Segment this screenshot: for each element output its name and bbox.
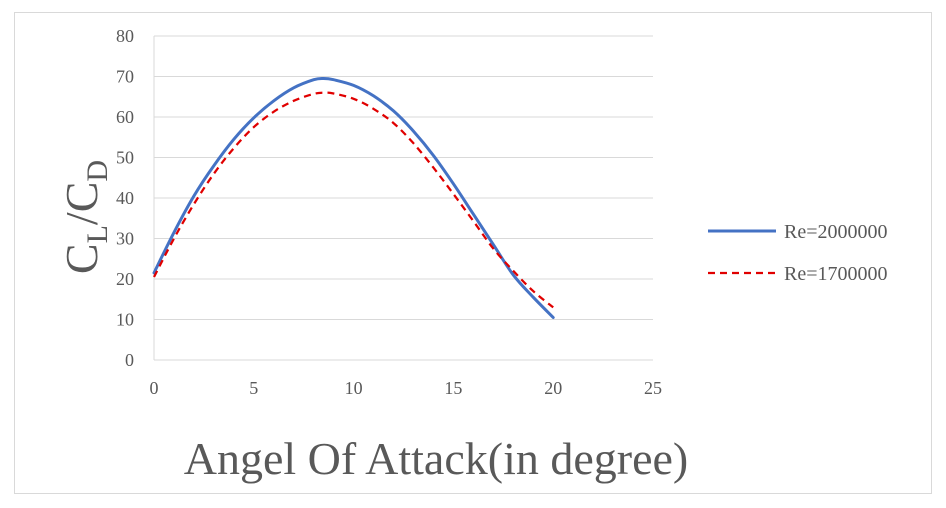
y-tick-labels: 0 10 20 30 40 50 60 70 80 bbox=[116, 26, 134, 370]
y-tick-label: 30 bbox=[116, 229, 134, 249]
axes bbox=[153, 36, 653, 361]
x-tick-label: 20 bbox=[544, 378, 562, 398]
y-tick-label: 70 bbox=[116, 67, 134, 87]
y-tick-label: 60 bbox=[116, 107, 134, 127]
series-line-re-1700000 bbox=[153, 91, 554, 309]
x-tick-label: 5 bbox=[249, 378, 258, 398]
y-tick-label: 80 bbox=[116, 26, 134, 46]
x-tick-label: 0 bbox=[150, 378, 159, 398]
x-axis-label: Angel Of Attack(in degree) bbox=[184, 433, 689, 484]
gridlines bbox=[154, 35, 653, 320]
legend-label-re-2000000: Re=2000000 bbox=[784, 221, 888, 243]
y-tick-label: 10 bbox=[116, 310, 134, 330]
x-tick-label: 25 bbox=[644, 378, 662, 398]
y-axis-label: CL/CD bbox=[56, 160, 114, 274]
y-tick-label: 0 bbox=[125, 350, 134, 370]
y-tick-label: 20 bbox=[116, 269, 134, 289]
legend-label-re-1700000: Re=1700000 bbox=[784, 263, 888, 285]
y-label-c1: C bbox=[56, 243, 107, 274]
chart-frame bbox=[14, 12, 932, 494]
x-tick-label: 10 bbox=[345, 378, 363, 398]
y-label-sub-l: L bbox=[81, 225, 114, 243]
y-tick-label: 50 bbox=[116, 148, 134, 168]
series-lines bbox=[152, 76, 555, 319]
series-line-re-2000000 bbox=[152, 76, 555, 319]
y-label-c2: C bbox=[56, 182, 107, 213]
x-tick-label: 15 bbox=[444, 378, 462, 398]
x-tick-labels: 0 5 10 15 20 25 bbox=[150, 378, 663, 398]
legend: Re=2000000 Re=1700000 bbox=[708, 221, 888, 285]
y-tick-label: 40 bbox=[116, 188, 134, 208]
y-label-slash: / bbox=[56, 212, 107, 225]
y-label-sub-d: D bbox=[81, 160, 114, 182]
